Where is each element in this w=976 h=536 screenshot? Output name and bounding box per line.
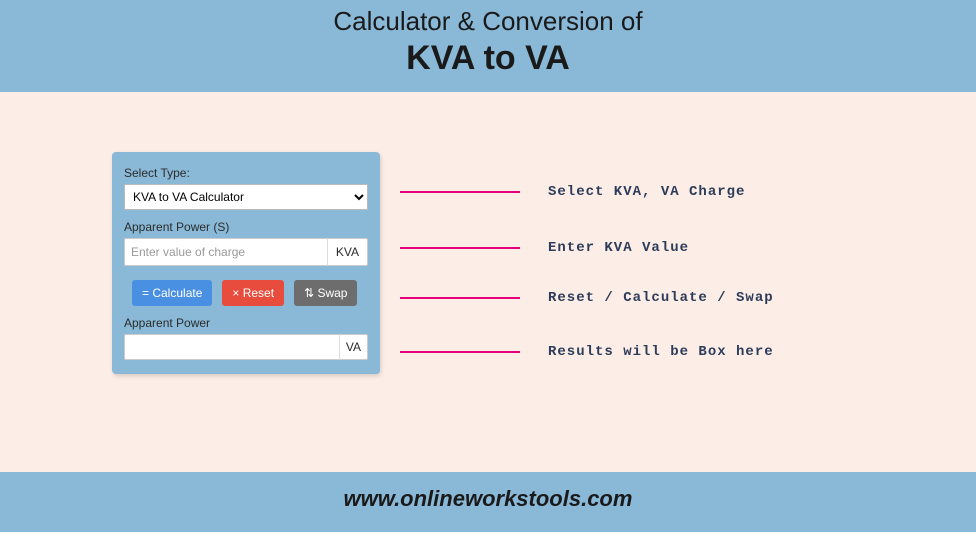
calculate-button[interactable]: = Calculate [132, 280, 212, 306]
annotation-text: Enter KVA Value [548, 240, 689, 256]
apparent-power-output [124, 334, 339, 360]
annotation-buttons: Reset / Calculate / Swap [400, 290, 774, 306]
annotation-text: Reset / Calculate / Swap [548, 290, 774, 306]
reset-button[interactable]: × Reset [222, 280, 284, 306]
select-type-dropdown[interactable]: KVA to VA Calculator [124, 184, 368, 210]
output-unit-label: VA [339, 334, 368, 360]
output-group: VA [124, 334, 368, 360]
swap-button[interactable]: ⇅ Swap [294, 280, 357, 306]
annotation-line-icon [400, 351, 520, 353]
header-subtitle: Calculator & Conversion of [0, 6, 976, 37]
annotation-select: Select KVA, VA Charge [400, 184, 745, 200]
annotation-output: Results will be Box here [400, 344, 774, 360]
page-header: Calculator & Conversion of KVA to VA [0, 0, 976, 92]
annotation-text: Results will be Box here [548, 344, 774, 360]
button-row: = Calculate × Reset ⇅ Swap [124, 280, 368, 306]
calculator-panel: Select Type: KVA to VA Calculator Appare… [112, 152, 380, 374]
input-unit-label: KVA [327, 238, 368, 266]
output-label: Apparent Power [124, 316, 368, 330]
page-footer: www.onlineworkstools.com [0, 472, 976, 532]
annotation-line-icon [400, 297, 520, 299]
annotation-text: Select KVA, VA Charge [548, 184, 745, 200]
annotation-line-icon [400, 247, 520, 249]
select-type-label: Select Type: [124, 166, 368, 180]
annotation-line-icon [400, 191, 520, 193]
apparent-power-input[interactable] [124, 238, 327, 266]
content-area: Select Type: KVA to VA Calculator Appare… [0, 92, 976, 472]
input-group: KVA [124, 238, 368, 266]
input-label: Apparent Power (S) [124, 220, 368, 234]
annotation-input: Enter KVA Value [400, 240, 689, 256]
footer-url: www.onlineworkstools.com [0, 472, 976, 526]
header-title: KVA to VA [0, 39, 976, 78]
